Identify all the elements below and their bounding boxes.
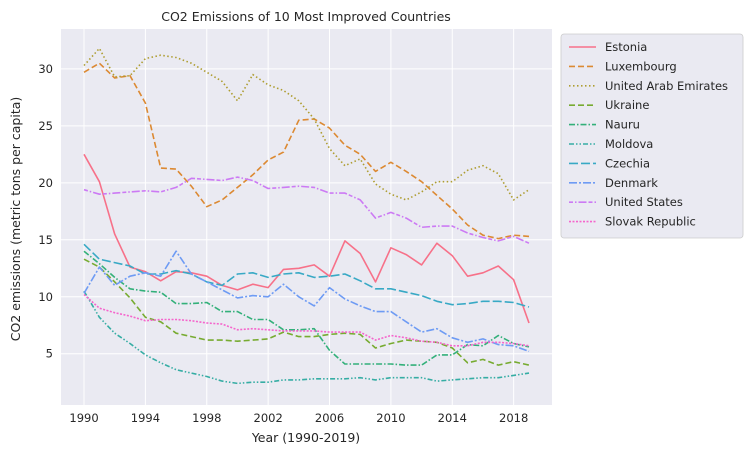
gridlines bbox=[61, 29, 552, 405]
series-line-united-arab-emirates bbox=[83, 47, 530, 201]
x-tick-label: 2014 bbox=[438, 411, 467, 425]
x-tick-label: 1998 bbox=[192, 411, 221, 425]
y-tick-label: 10 bbox=[38, 290, 53, 304]
legend-label-slovak-republic: Slovak Republic bbox=[605, 215, 696, 229]
series-line-ukraine bbox=[83, 258, 530, 366]
legend-label-united-states: United States bbox=[605, 195, 683, 209]
series-line-luxembourg bbox=[83, 62, 530, 240]
legend-label-estonia: Estonia bbox=[605, 40, 647, 54]
series-line-estonia bbox=[83, 153, 530, 324]
series-lines bbox=[83, 47, 530, 385]
y-tick-label: 15 bbox=[38, 233, 53, 247]
legend-label-united-arab-emirates: United Arab Emirates bbox=[605, 79, 728, 93]
legend-label-luxembourg: Luxembourg bbox=[605, 59, 677, 73]
series-line-united-states bbox=[83, 176, 530, 244]
x-tick-label: 2010 bbox=[376, 411, 405, 425]
x-axis-label: Year (1990-2019) bbox=[251, 430, 360, 445]
series-line-slovak-republic bbox=[83, 293, 530, 347]
y-tick-label: 5 bbox=[46, 347, 53, 361]
legend-label-denmark: Denmark bbox=[605, 176, 658, 190]
x-tick-label: 2018 bbox=[499, 411, 528, 425]
y-axis-label: CO2 emissions (metric tons per capita) bbox=[8, 97, 23, 342]
legend-label-nauru: Nauru bbox=[605, 118, 640, 132]
chart-title: CO2 Emissions of 10 Most Improved Countr… bbox=[161, 9, 451, 24]
y-tick-label: 25 bbox=[38, 119, 53, 133]
legend-label-moldova: Moldova bbox=[605, 137, 653, 151]
x-tick-label: 1990 bbox=[69, 411, 98, 425]
series-line-nauru bbox=[83, 250, 530, 366]
x-tick-label: 2002 bbox=[254, 411, 283, 425]
series-line-denmark bbox=[83, 250, 530, 353]
legend-label-czechia: Czechia bbox=[605, 156, 650, 170]
legend-label-ukraine: Ukraine bbox=[605, 98, 649, 112]
series-line-moldova bbox=[83, 290, 530, 385]
y-tick-label: 20 bbox=[38, 176, 53, 190]
y-tick-label: 30 bbox=[38, 62, 53, 76]
y-tick-labels: 5 10 15 20 25 30 bbox=[38, 62, 53, 361]
legend-box bbox=[560, 33, 744, 239]
legend: Estonia Luxembourg United Arab Emirates Ukr… bbox=[560, 33, 744, 239]
x-tick-label: 1994 bbox=[131, 411, 160, 425]
x-tick-labels: 1990 1994 1998 2002 2006 2010 2014 2018 bbox=[69, 411, 528, 425]
x-tick-label: 2006 bbox=[315, 411, 344, 425]
